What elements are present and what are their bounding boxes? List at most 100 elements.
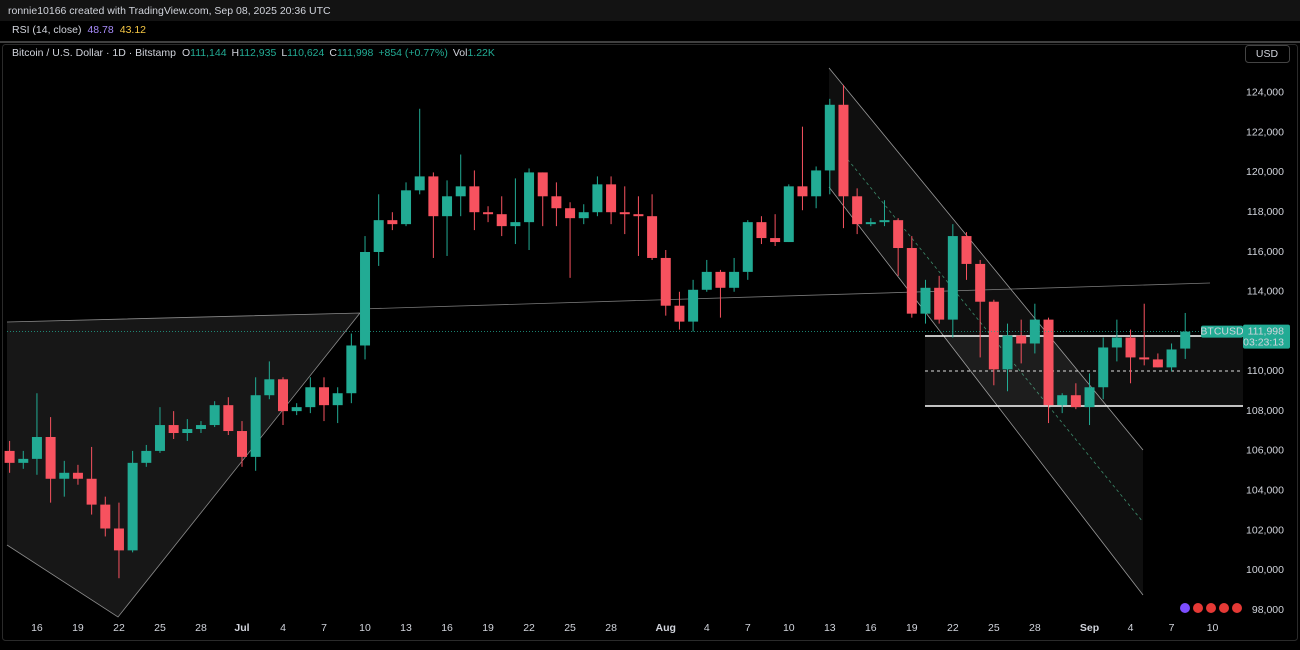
candle-body [483,212,494,215]
symbol-tag [1201,325,1243,338]
candle-body [1029,319,1040,344]
candle-body [1057,395,1068,406]
price-tag [1243,324,1290,349]
x-tick-label: 7 [321,622,327,634]
candle-body [701,271,712,290]
candle-body [961,236,972,264]
symbol-tag-label: BTCUSD [1200,325,1244,337]
candle-body [647,216,658,258]
candle-body [1043,319,1054,406]
icon [1219,603,1229,613]
candle-body [127,462,138,551]
y-tick-label: 124,000 [1246,87,1284,99]
candle-body [236,431,247,457]
x-tick-label: 28 [1029,622,1041,634]
candle-body [565,208,576,219]
x-tick-label: 16 [31,622,43,634]
icon [1180,603,1190,613]
candle-body [305,387,316,408]
candle-body [141,450,152,463]
candle-body [72,472,83,479]
candle-body [633,214,644,217]
candle-body [113,528,124,551]
candle-body [414,176,425,191]
candle-body [45,436,56,479]
icon [1232,603,1242,613]
x-tick-label: 19 [72,622,84,634]
pattern-lines [6,312,361,618]
y-tick-label: 106,000 [1246,445,1284,457]
x-tick-label: 7 [745,622,751,634]
x-tick-label: 10 [783,622,795,634]
candle-body [1152,359,1163,368]
candle-body [223,405,234,432]
legend-value: 111,144 [190,47,227,59]
top-bar [0,0,1300,21]
x-tick-label: 19 [906,622,918,634]
channel-line [828,186,1144,596]
candle-body [182,429,193,434]
candle-body [674,305,685,322]
y-tick-label: 116,000 [1247,246,1284,258]
candle-body [168,425,179,434]
y-tick-label: 114,000 [1247,286,1284,298]
y-tick-label: 98,000 [1252,604,1284,616]
candle-body [906,248,917,314]
candle-body [619,212,630,215]
plot: 98,000 100,000 102,000 104,000 106,000 108,00… [4,84,1290,634]
currency-label: USD [1256,48,1279,60]
candle-body [387,220,398,225]
candle-body [920,287,931,314]
x-tick-label: 10 [359,622,371,634]
candle-body [797,186,808,197]
candle-body [606,184,617,213]
indicator-value: 48.78 [87,24,113,36]
candle-body [729,271,740,288]
icon [1193,603,1203,613]
x-tick-label: Jul [234,622,249,634]
x-tick-label: Sep [1080,622,1099,634]
candle-body [1002,335,1013,370]
candle-body [975,263,986,302]
candle-body [1084,387,1095,408]
candle-body [537,172,548,197]
candle-body [578,212,589,219]
x-tick-label: 22 [947,622,959,634]
candle-body [742,222,753,272]
x-tick-label: 22 [523,622,535,634]
candle-body [346,345,357,394]
candle-body [154,425,165,451]
candle-body [1125,337,1136,358]
x-tick-label: 7 [1169,622,1175,634]
candle-body [1111,337,1122,348]
candle-body [1180,331,1191,349]
candle-body [360,251,371,346]
indicator-value: 43.12 [120,24,146,36]
legend-key: Vol [453,47,468,59]
x-tick-label: 4 [704,622,710,634]
candle-body [401,190,412,225]
x-tick-label: 25 [988,622,1000,634]
candle-body [442,196,453,217]
legend-value: 111,998 [337,47,374,59]
x-tick-label: 16 [441,622,453,634]
legend-key: O [182,47,190,59]
candle-body [756,222,767,239]
candle-body [373,220,384,252]
candle-body [510,222,521,227]
candle-body [250,395,261,457]
candle-body [838,104,849,197]
candle-body [59,472,70,479]
candle-body [524,172,535,223]
currency-button[interactable] [1245,45,1290,63]
candle-body [1016,335,1027,344]
x-tick-label: 19 [482,622,494,634]
candle-body [1139,357,1150,360]
price-tag-label: 111,998 [1248,325,1285,337]
x-tick-label: 4 [1128,622,1134,634]
candle-body [824,104,835,171]
candle-body [455,186,466,197]
y-tick-label: 108,000 [1246,405,1284,417]
